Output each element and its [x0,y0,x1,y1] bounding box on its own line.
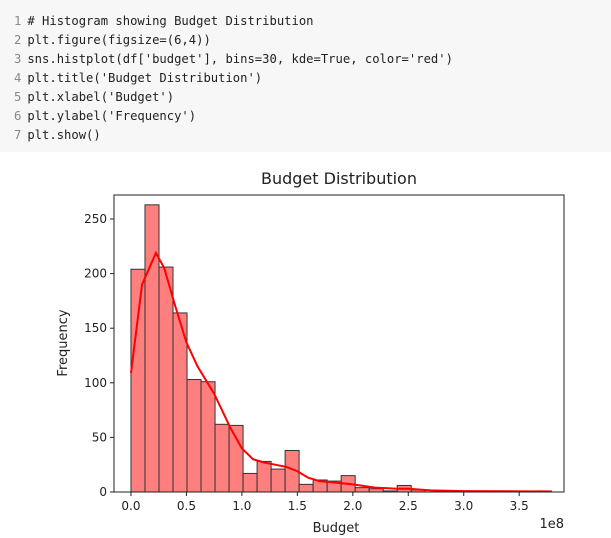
histogram-bar [186,379,202,493]
y-tick-label: 50 [92,430,107,444]
histogram-bar [270,468,286,493]
code-line: 3 sns.histplot(df['budget'], bins=30, kde… [14,52,453,66]
histogram-bar [354,487,370,493]
y-tick-label: 250 [84,212,107,226]
y-axis-label: Frequency [56,309,71,376]
x-tick-label: 3.0 [454,499,473,513]
code-line: 4 plt.title('Budget Distribution') [14,71,262,85]
x-tick-label: 3.5 [510,499,529,513]
code-line: 7 plt.show() [14,128,101,142]
histogram-bar [158,266,174,493]
code-line: 5 plt.xlabel('Budget') [14,90,174,104]
line-number: 4 [14,71,22,85]
histogram-bar [228,424,244,493]
x-offset-label: 1e8 [539,517,564,532]
code-line: 2 plt.figure(figsize=(6,4)) [14,33,211,47]
y-tick-label: 150 [84,321,107,335]
code-text: plt.figure(figsize=(6,4)) [27,33,211,47]
code-line: 6 plt.ylabel('Frequency') [14,109,196,123]
line-number: 6 [14,109,22,123]
kde-line [129,250,552,493]
x-axis-label: Budget [313,521,360,536]
histogram-bar [214,423,230,493]
code-text: # Histogram showing Budget Distribution [27,14,314,28]
histogram-bar [298,483,314,493]
y-tick-label: 0 [99,485,107,499]
chart-title: Budget Distribution [261,169,417,188]
line-number: 1 [14,14,22,28]
x-tick-label: 2.5 [399,499,418,513]
code-text: plt.show() [27,128,101,142]
x-tick-label: 0.5 [177,499,196,513]
histogram-bar [242,472,258,493]
y-tick-label: 100 [84,376,107,390]
histogram-bar [200,381,216,493]
line-number: 5 [14,90,22,104]
code-text: plt.title('Budget Distribution') [27,71,263,85]
code-text: plt.xlabel('Budget') [27,90,175,104]
code-text: plt.ylabel('Frequency') [27,109,197,123]
histogram-bar [256,460,272,493]
line-number: 7 [14,128,22,142]
line-number: 3 [14,52,22,66]
axes-frame [113,194,565,493]
x-tick-label: 1.0 [232,499,251,513]
code-line: 1 # Histogram showing Budget Distribution [14,14,314,28]
line-number: 2 [14,33,22,47]
x-tick-label: 2.0 [343,499,362,513]
x-tick-label: 0.0 [121,499,140,513]
x-tick-label: 1.5 [288,499,307,513]
code-text: sns.histplot(df['budget'], bins=30, kde=… [27,52,453,66]
histogram-bar [144,204,160,493]
y-tick-label: 200 [84,267,107,281]
histogram-bar [130,268,146,493]
code-cell[interactable]: 1 # Histogram showing Budget Distribution… [0,0,611,152]
